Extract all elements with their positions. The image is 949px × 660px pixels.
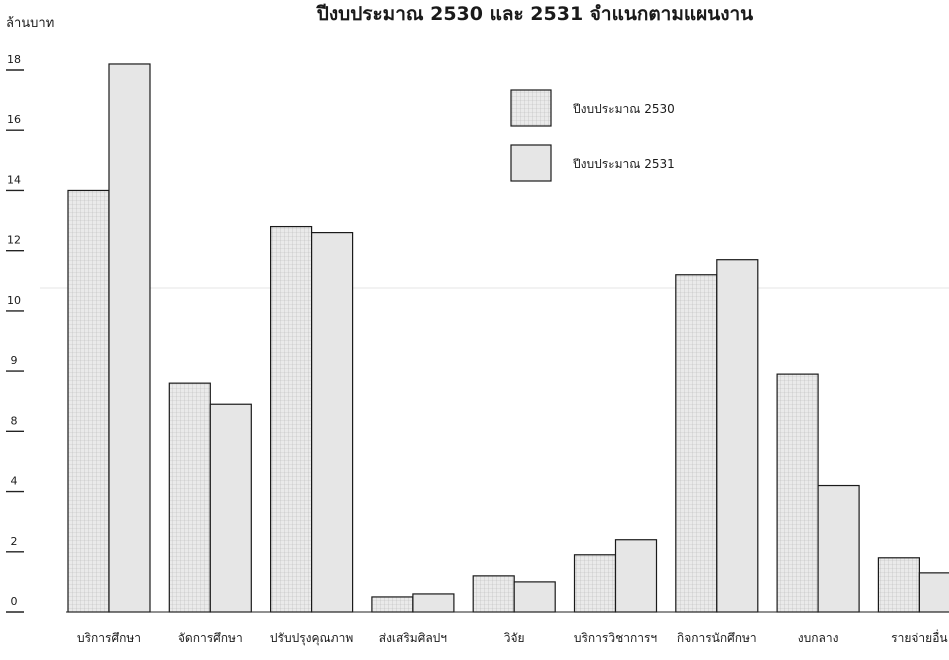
- legend-label: ปีงบประมาณ 2530: [572, 102, 674, 116]
- bar-2531: [412, 593, 455, 613]
- y-tick-label: 14: [7, 173, 21, 186]
- legend-label: ปีงบประมาณ 2531: [572, 157, 674, 171]
- x-axis-categories: บริการศึกษา จัดการศึกษา ปรับปรุงคุณภาพ ส่งเ…: [77, 629, 948, 646]
- bar-2530: [371, 596, 414, 613]
- bar-2531: [108, 63, 151, 613]
- legend-swatch: [510, 144, 552, 182]
- x-category-label: งบกลาง: [798, 631, 839, 645]
- x-category-label: ส่งเสริมศิลปฯ: [379, 631, 447, 645]
- bar-2531: [513, 581, 556, 613]
- x-category-label: จัดการศึกษา: [178, 631, 243, 645]
- legend-swatch: [510, 89, 552, 127]
- x-category-label: รายจ่ายอื่น: [891, 629, 947, 645]
- bar-2530: [573, 554, 617, 613]
- y-tick-label: 0: [11, 595, 18, 608]
- y-tick-label: 18: [7, 53, 21, 66]
- y-tick-label: 12: [7, 234, 21, 247]
- bar-2531: [716, 259, 759, 613]
- bar-2530: [472, 575, 515, 613]
- bar-2530: [675, 274, 718, 613]
- y-tick-label: 16: [7, 113, 21, 126]
- y-tick-label: 10: [7, 294, 21, 307]
- y-tick-label: 4: [11, 475, 18, 488]
- x-category-label: บริการวิชาการฯ: [574, 631, 657, 645]
- bar-series: [66, 63, 949, 613]
- y-axis-unit-label: ล้านบาท: [6, 16, 54, 31]
- x-category-label: วิจัย: [504, 631, 525, 645]
- y-tick-label: 2: [11, 535, 18, 548]
- x-category-label: ปรับปรุงคุณภาพ: [270, 631, 353, 646]
- bar-2531: [311, 232, 354, 613]
- bar-2531: [918, 572, 949, 613]
- bar-2531: [817, 484, 860, 613]
- bar-2530: [270, 225, 313, 613]
- y-tick-label: 8: [11, 414, 18, 427]
- bar-2530: [776, 373, 819, 613]
- legend: ปีงบประมาณ 2530 ปีงบประมาณ 2531: [510, 89, 675, 182]
- bar-2530: [877, 557, 921, 613]
- y-tick-label: 9: [11, 354, 18, 367]
- chart-title: ปีงบประมาณ 2530 และ 2531 จำแนกตามแผนงาน: [316, 3, 753, 25]
- bar-2530: [168, 382, 211, 613]
- y-axis-ticks: 0 2 4 8 9 10 12 14 16 18: [6, 53, 24, 613]
- x-category-label: บริการศึกษา: [77, 631, 141, 645]
- bar-2530: [67, 189, 110, 613]
- x-category-label: กิจการนักศึกษา: [677, 631, 757, 645]
- bar-2531: [614, 539, 658, 613]
- bar-2531: [209, 403, 252, 613]
